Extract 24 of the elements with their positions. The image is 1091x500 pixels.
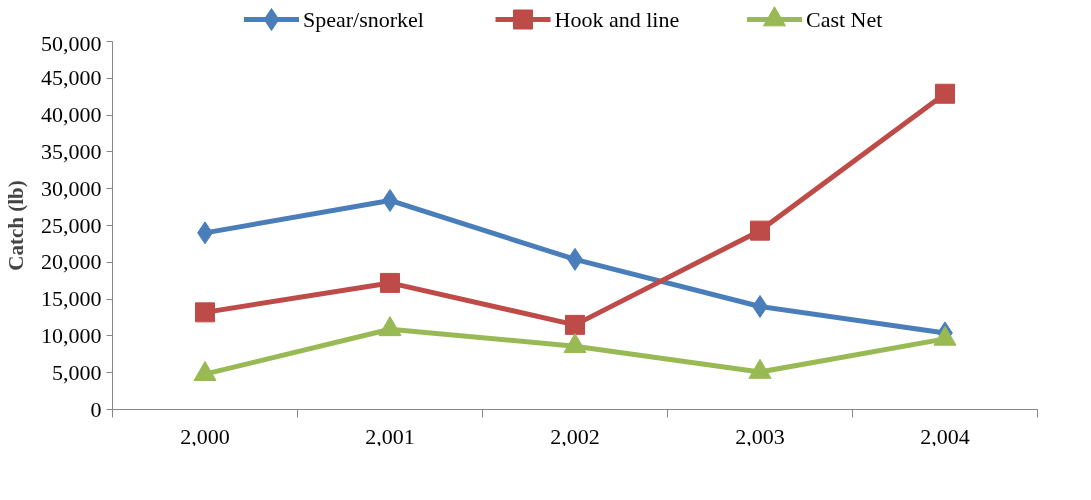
y-tick-label: 0 <box>90 396 102 422</box>
point <box>563 333 587 354</box>
y-tick-label: 40,000 <box>41 102 102 128</box>
point <box>378 316 402 337</box>
y-tick-label: 50,000 <box>41 30 102 56</box>
point <box>193 360 217 382</box>
point <box>748 358 772 379</box>
legend-label: Cast Net <box>806 7 883 32</box>
y-tick-label: 10,000 <box>41 322 102 348</box>
y-tick-label: 30,000 <box>41 175 102 201</box>
y-tick-label: 25,000 <box>41 212 102 238</box>
point <box>933 325 957 346</box>
point <box>565 314 585 335</box>
legend-label: Hook and line <box>554 7 680 32</box>
y-tick-label: 20,000 <box>41 249 102 275</box>
y-tick-label: 35,000 <box>41 138 102 164</box>
y-axis-title: Catch (lb) <box>4 180 28 271</box>
y-tick-label: 5,000 <box>52 359 102 385</box>
point <box>380 272 400 293</box>
legend-label: Spear/snorkel <box>303 7 424 32</box>
point <box>195 302 215 323</box>
y-tick-label: 15,000 <box>41 286 102 312</box>
point <box>750 220 770 241</box>
y-tick-label: 45,000 <box>41 65 102 91</box>
